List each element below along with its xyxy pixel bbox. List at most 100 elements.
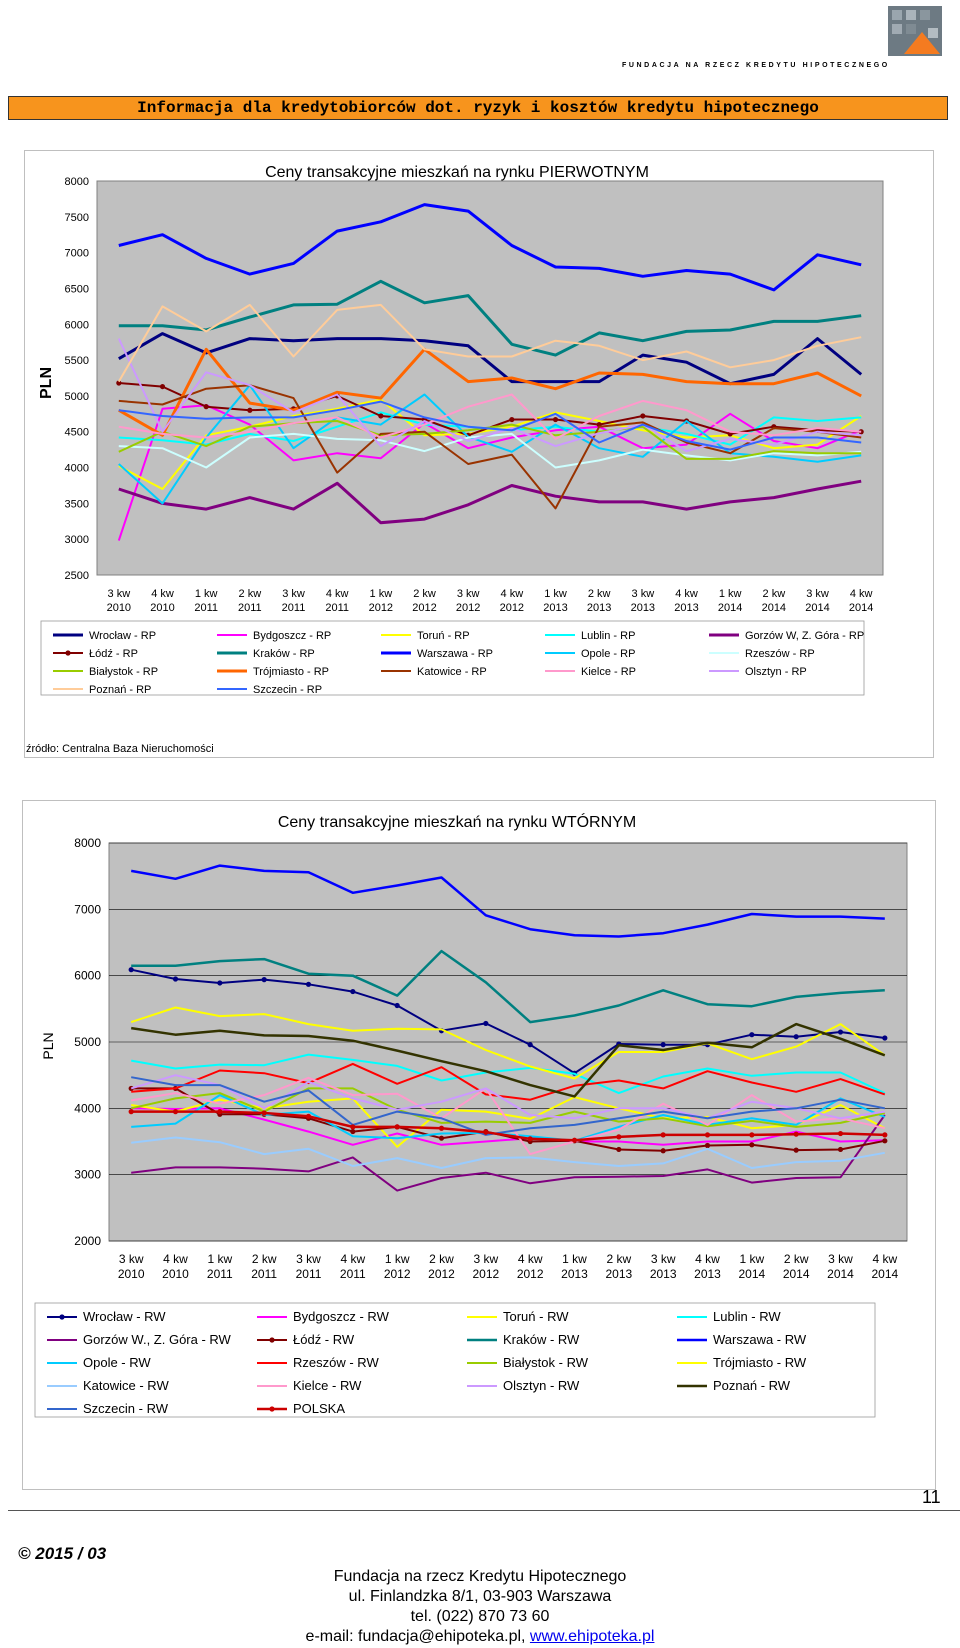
legend-label-lodz-rp: Łódź - RP: [89, 648, 138, 660]
data-point-lodz-rw: [749, 1142, 755, 1148]
data-point-polska: [394, 1124, 400, 1130]
legend-label-gorzow-w-z-gora-rw: Gorzów W., Z. Góra - RW: [83, 1332, 232, 1347]
x-tick-label: 1 kw 2013: [561, 1252, 588, 1281]
legend-marker-lodz-rp: [65, 650, 71, 656]
legend-label-krakow-rw: Kraków - RW: [503, 1332, 580, 1347]
page-number: 11: [922, 1487, 941, 1507]
x-tick-label: 3 kw 2011: [296, 1252, 322, 1281]
x-tick-label: 3 kw 2012: [456, 588, 480, 614]
series-line-torun-rw: [131, 1096, 886, 1148]
y-tick-label: 8000: [65, 176, 89, 188]
data-point-lodz-rw: [793, 1147, 799, 1153]
legend-label-polska: POLSKA: [293, 1401, 345, 1416]
data-point-polska: [660, 1132, 666, 1138]
y-tick-label: 5500: [65, 355, 89, 367]
x-tick-label: 3 kw 2013: [631, 588, 655, 614]
data-point-wroclaw-rw: [660, 1042, 666, 1048]
legend-label-kielce-rw: Kielce - RW: [293, 1378, 362, 1393]
series-line-wroclaw-rp: [118, 332, 863, 386]
y-tick-label: 6000: [65, 319, 89, 331]
x-tick-label: 4 kw 2011: [325, 588, 349, 614]
x-tick-label: 3 kw 2010: [107, 588, 131, 614]
data-point-polska: [172, 1109, 179, 1115]
x-tick-label: 2 kw 2013: [605, 1252, 632, 1281]
series-line-rzeszow-rw: [131, 1062, 886, 1101]
legend-label-rzeszow-rw: Rzeszów - RW: [293, 1355, 379, 1370]
data-point-wroclaw-rw: [527, 1042, 533, 1048]
x-tick-label: 1 kw 2011: [207, 1252, 233, 1281]
x-tick-label: 3 kw 2012: [472, 1252, 499, 1281]
data-point-polska: [527, 1136, 533, 1142]
legend-marker-wroclaw-rw: [59, 1314, 65, 1320]
legend-marker-polska: [269, 1406, 275, 1412]
series-line-kielce-rw: [131, 1076, 886, 1156]
series-line-krakow-rp: [118, 279, 862, 357]
x-tick-label: 2 kw 2011: [251, 1252, 277, 1281]
series-line-torun-rp: [118, 398, 862, 490]
series-line-warszawa-rw: [130, 864, 885, 938]
y-axis-label: PLN: [40, 1032, 56, 1059]
data-point-wroclaw-rw: [350, 988, 356, 995]
data-point-lodz-rp: [552, 416, 559, 423]
y-tick-label: 2000: [74, 1234, 101, 1248]
data-point-lodz-rp: [378, 413, 384, 419]
legend-label-opole-rw: Opole - RW: [83, 1355, 151, 1370]
y-tick-label: 3000: [65, 534, 89, 546]
legend-label-olsztyn-rp: Olsztyn - RP: [745, 666, 807, 678]
x-tick-label: 3 kw 2014: [805, 588, 829, 614]
legend-label-wroclaw-rw: Wrocław - RW: [83, 1309, 166, 1324]
x-tick-label: 1 kw 2011: [194, 588, 218, 614]
legend-label-bialystok-rp: Białystok - RP: [89, 666, 158, 678]
data-point-wroclaw-rw: [837, 1029, 844, 1035]
data-point-polska: [483, 1129, 489, 1135]
chart-title: Ceny transakcyjne mieszkań na rynku WTÓR…: [278, 812, 636, 831]
legend-label-bydgoszcz-rp: Bydgoszcz - RP: [253, 630, 331, 642]
legend-label-torun-rw: Toruń - RW: [503, 1309, 569, 1324]
data-point-lodz-rw: [660, 1148, 666, 1154]
footer-website-link[interactable]: www.ehipoteka.pl: [529, 1628, 655, 1645]
series-line-kielce-rp: [118, 393, 862, 440]
series-line-bydgoszcz-rw: [131, 1107, 885, 1146]
series-line-katowice-rw: [131, 1136, 885, 1169]
data-point-lodz-rw: [837, 1146, 844, 1153]
data-point-polska: [837, 1130, 844, 1137]
data-point-lodz-rw: [704, 1142, 711, 1149]
legend-label-lublin-rw: Lublin - RW: [713, 1309, 781, 1324]
data-point-polska: [217, 1109, 223, 1115]
x-tick-label: 2 kw 2014: [762, 588, 786, 614]
series-line-lublin-rw: [131, 1053, 886, 1095]
source-note: źródło: Centralna Baza Nieruchomości: [26, 743, 214, 755]
x-tick-label: 3 kw 2013: [650, 1252, 677, 1281]
x-tick-label: 3 kw 2014: [827, 1252, 854, 1281]
data-point-polska: [438, 1125, 445, 1131]
series-line-polska: [131, 1110, 885, 1142]
logo-text: FUNDACJA NA RZECZ KREDYTU HIPOTECZNEGO: [622, 62, 890, 69]
x-tick-label: 2 kw 2012: [412, 588, 436, 614]
legend-label-rzeszow-rp: Rzeszów - RP: [745, 648, 815, 660]
data-point-lodz-rp: [247, 407, 253, 413]
data-point-lodz-rp: [159, 383, 166, 390]
y-tick-label: 4500: [65, 427, 89, 439]
x-tick-label: 4 kw 2012: [500, 588, 524, 614]
y-tick-label: 4000: [65, 463, 89, 475]
legend-marker-lodz-rw: [269, 1337, 275, 1343]
data-point-wroclaw-rw: [128, 967, 134, 973]
x-tick-label: 3 kw 2010: [118, 1252, 145, 1281]
secondary-market-chart: Ceny transakcyjne mieszkań na rynku WTÓR…: [34, 812, 908, 1418]
y-tick-label: 8000: [74, 836, 101, 850]
legend-label-katowice-rw: Katowice - RW: [83, 1378, 169, 1393]
plot-area: [96, 180, 884, 576]
legend-label-trojmiasto-rw: Trójmiasto - RW: [713, 1355, 807, 1370]
data-point-polska: [350, 1124, 356, 1130]
legend-label-katowice-rp: Katowice - RP: [417, 666, 487, 678]
foundation-logo: [888, 6, 942, 56]
y-tick-label: 7000: [65, 248, 89, 260]
legend-label-torun-rp: Toruń - RP: [417, 630, 470, 642]
x-tick-label: 2 kw 2014: [783, 1252, 810, 1281]
legend-label-poznan-rw: Poznań - RW: [713, 1378, 791, 1393]
series-line-poznan-rp: [117, 303, 862, 383]
series-line-trojmiasto-rw: [130, 1006, 886, 1080]
data-point-polska: [749, 1132, 755, 1138]
footer-address: ul. Finlandzka 8/1, 03-903 Warszawa: [348, 1588, 612, 1605]
data-point-wroclaw-rw: [793, 1034, 799, 1040]
